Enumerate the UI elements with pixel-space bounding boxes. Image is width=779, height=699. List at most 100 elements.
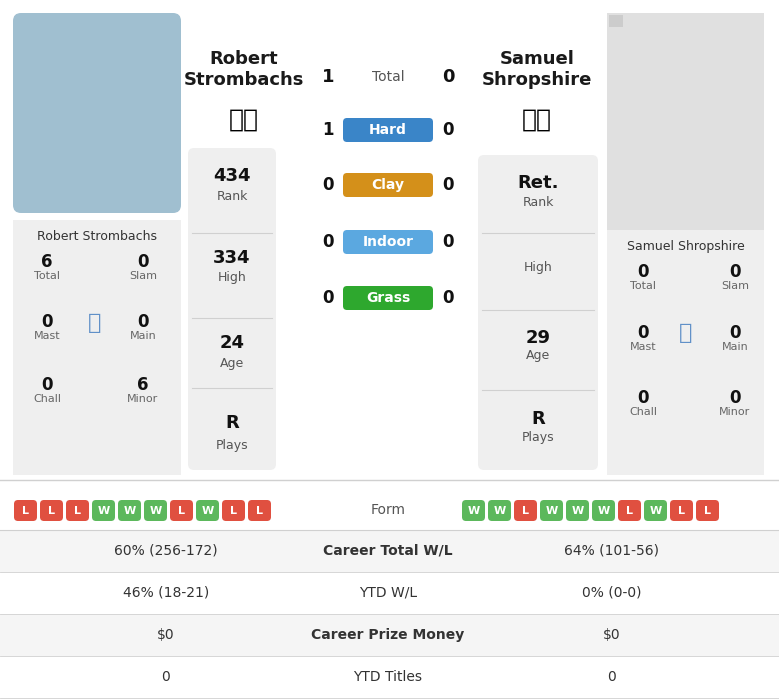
FancyBboxPatch shape: [343, 286, 433, 310]
Text: L: L: [178, 506, 185, 516]
Text: 🏆: 🏆: [88, 313, 102, 333]
Text: W: W: [545, 506, 558, 516]
Text: Rank: Rank: [217, 189, 248, 203]
Text: Grass: Grass: [366, 291, 410, 305]
FancyBboxPatch shape: [592, 500, 615, 521]
Text: 60% (256-172): 60% (256-172): [115, 544, 218, 558]
Text: $0: $0: [157, 628, 174, 642]
Text: 0: 0: [442, 233, 453, 251]
Text: 29: 29: [526, 329, 551, 347]
FancyBboxPatch shape: [488, 500, 511, 521]
Text: 64% (101-56): 64% (101-56): [565, 544, 660, 558]
Text: Slam: Slam: [129, 271, 157, 281]
Text: 434: 434: [213, 167, 251, 185]
Text: Robert Strombachs: Robert Strombachs: [37, 230, 157, 243]
Text: Main: Main: [721, 342, 749, 352]
Text: Hard: Hard: [369, 123, 407, 137]
Text: Plays: Plays: [216, 440, 249, 452]
Text: 0: 0: [41, 376, 53, 394]
Text: 0: 0: [137, 253, 149, 271]
Text: W: W: [597, 506, 610, 516]
FancyBboxPatch shape: [540, 500, 563, 521]
Text: Clay: Clay: [372, 178, 404, 192]
Bar: [607, 230, 764, 475]
Text: 0: 0: [442, 68, 454, 86]
FancyBboxPatch shape: [566, 500, 589, 521]
Text: $0: $0: [603, 628, 621, 642]
FancyBboxPatch shape: [13, 13, 181, 213]
FancyBboxPatch shape: [514, 500, 537, 521]
Text: W: W: [571, 506, 583, 516]
Text: YTD Titles: YTD Titles: [354, 670, 422, 684]
Bar: [0, 490, 779, 530]
Text: Total: Total: [630, 281, 656, 291]
Text: W: W: [150, 506, 161, 516]
Bar: [0, 656, 779, 698]
Text: Minor: Minor: [719, 407, 751, 417]
Text: 0: 0: [137, 313, 149, 331]
Text: W: W: [650, 506, 661, 516]
Bar: [607, 13, 764, 233]
FancyBboxPatch shape: [618, 500, 641, 521]
Text: L: L: [74, 506, 81, 516]
FancyBboxPatch shape: [343, 173, 433, 197]
Text: YTD W/L: YTD W/L: [359, 586, 417, 600]
Text: 0: 0: [442, 289, 453, 307]
Text: Ret.: Ret.: [517, 174, 559, 192]
Text: 0: 0: [323, 233, 333, 251]
FancyBboxPatch shape: [118, 500, 141, 521]
FancyBboxPatch shape: [670, 500, 693, 521]
Text: Career Prize Money: Career Prize Money: [312, 628, 464, 642]
Text: 0: 0: [637, 389, 649, 407]
FancyBboxPatch shape: [92, 500, 115, 521]
FancyBboxPatch shape: [66, 500, 89, 521]
Text: L: L: [256, 506, 263, 516]
Text: 0% (0-0): 0% (0-0): [582, 586, 642, 600]
Text: Chall: Chall: [33, 394, 61, 404]
Text: Age: Age: [526, 349, 550, 361]
FancyBboxPatch shape: [696, 500, 719, 521]
Text: Total: Total: [34, 271, 60, 281]
FancyBboxPatch shape: [222, 500, 245, 521]
Text: Minor: Minor: [128, 394, 159, 404]
Text: 24: 24: [220, 334, 245, 352]
Text: L: L: [704, 506, 711, 516]
Text: 0: 0: [161, 670, 171, 684]
Text: Form: Form: [371, 503, 406, 517]
Text: Mast: Mast: [629, 342, 657, 352]
Text: 6: 6: [41, 253, 53, 271]
Text: High: High: [523, 261, 552, 273]
Text: 1: 1: [322, 68, 334, 86]
Bar: [0, 530, 779, 572]
FancyBboxPatch shape: [248, 500, 271, 521]
Text: 0: 0: [608, 670, 616, 684]
Text: High: High: [217, 271, 246, 284]
Bar: [609, 15, 623, 27]
Text: L: L: [678, 506, 685, 516]
Text: 🏆: 🏆: [679, 323, 693, 343]
Bar: [13, 220, 181, 475]
Text: Indoor: Indoor: [362, 235, 414, 249]
Text: W: W: [97, 506, 110, 516]
Text: 46% (18-21): 46% (18-21): [123, 586, 209, 600]
Text: 1: 1: [323, 121, 333, 139]
Text: Total: Total: [372, 70, 404, 84]
Text: Robert
Strombachs: Robert Strombachs: [184, 50, 304, 89]
FancyBboxPatch shape: [40, 500, 63, 521]
Text: 0: 0: [41, 313, 53, 331]
Text: 0: 0: [637, 263, 649, 281]
Text: Main: Main: [129, 331, 157, 341]
Text: Rank: Rank: [522, 196, 554, 210]
FancyBboxPatch shape: [478, 155, 598, 470]
FancyBboxPatch shape: [462, 500, 485, 521]
Text: W: W: [123, 506, 136, 516]
FancyBboxPatch shape: [644, 500, 667, 521]
Text: 0: 0: [637, 324, 649, 342]
Bar: [0, 572, 779, 614]
FancyBboxPatch shape: [343, 230, 433, 254]
Text: L: L: [22, 506, 29, 516]
Text: W: W: [467, 506, 480, 516]
Text: Career Total W/L: Career Total W/L: [323, 544, 453, 558]
FancyBboxPatch shape: [170, 500, 193, 521]
Text: W: W: [202, 506, 213, 516]
